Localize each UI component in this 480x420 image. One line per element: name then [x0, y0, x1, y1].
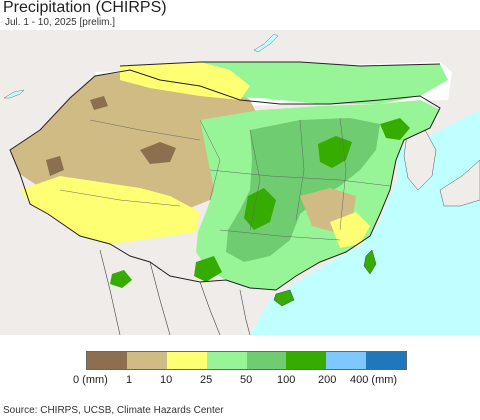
map-title: Precipitation (CHIRPS) — [3, 0, 167, 16]
legend-tick-7: 400 (mm) — [350, 374, 398, 386]
legend-tick-4: 50 — [240, 374, 253, 386]
heavy-rain-myanmar — [110, 270, 132, 288]
japan-islands — [439, 159, 480, 207]
baikal-lake — [253, 33, 279, 53]
legend-tick-5: 100 — [277, 374, 296, 386]
legend-swatch-3 — [206, 352, 247, 369]
heavy-rain-south — [194, 256, 222, 282]
region-tibet-yellow — [20, 176, 200, 244]
legend-tick-2: 10 — [160, 374, 173, 386]
legend-swatch-7 — [366, 352, 406, 369]
source-credit: Source: CHIRPS, UCSB, Climate Hazards Ce… — [3, 405, 224, 416]
legend-tick-1: 1 — [126, 374, 133, 386]
legend-swatch-1 — [126, 352, 167, 369]
legend-tick-6: 200 — [318, 374, 337, 386]
taiwan-island — [363, 249, 377, 275]
precipitation-map — [0, 30, 480, 335]
mongolia-border — [119, 61, 441, 67]
map-subtitle: Jul. 1 - 10, 2025 [prelim.] — [5, 17, 116, 28]
region-southeast-yellow — [330, 212, 370, 248]
heavy-rain-northeast — [380, 118, 410, 140]
legend-swatch-6 — [326, 352, 367, 369]
legend-swatch-4 — [246, 352, 287, 369]
southern-borders — [99, 249, 251, 335]
heavy-rain-north — [318, 136, 352, 168]
desert-patch-1 — [140, 142, 176, 164]
legend-tick-0: 0 (mm) — [73, 374, 108, 386]
legend-swatch-5 — [286, 352, 327, 369]
national-border — [9, 69, 441, 291]
legend-ticks: 0 (mm) 1 10 25 50 100 200 400 (mm) — [0, 374, 480, 388]
region-mongolia-yellow — [120, 62, 250, 100]
legend-swatch-2 — [166, 352, 207, 369]
legend-colorbar — [86, 351, 407, 370]
legend-swatch-0 — [87, 352, 127, 369]
desert-patch-3 — [90, 96, 108, 110]
balkhash-lake — [3, 89, 25, 99]
korea-peninsula — [403, 127, 437, 191]
desert-patch-2 — [46, 156, 64, 176]
legend-tick-3: 25 — [200, 374, 213, 386]
hainan-island — [273, 289, 295, 307]
province-lines — [59, 117, 391, 241]
